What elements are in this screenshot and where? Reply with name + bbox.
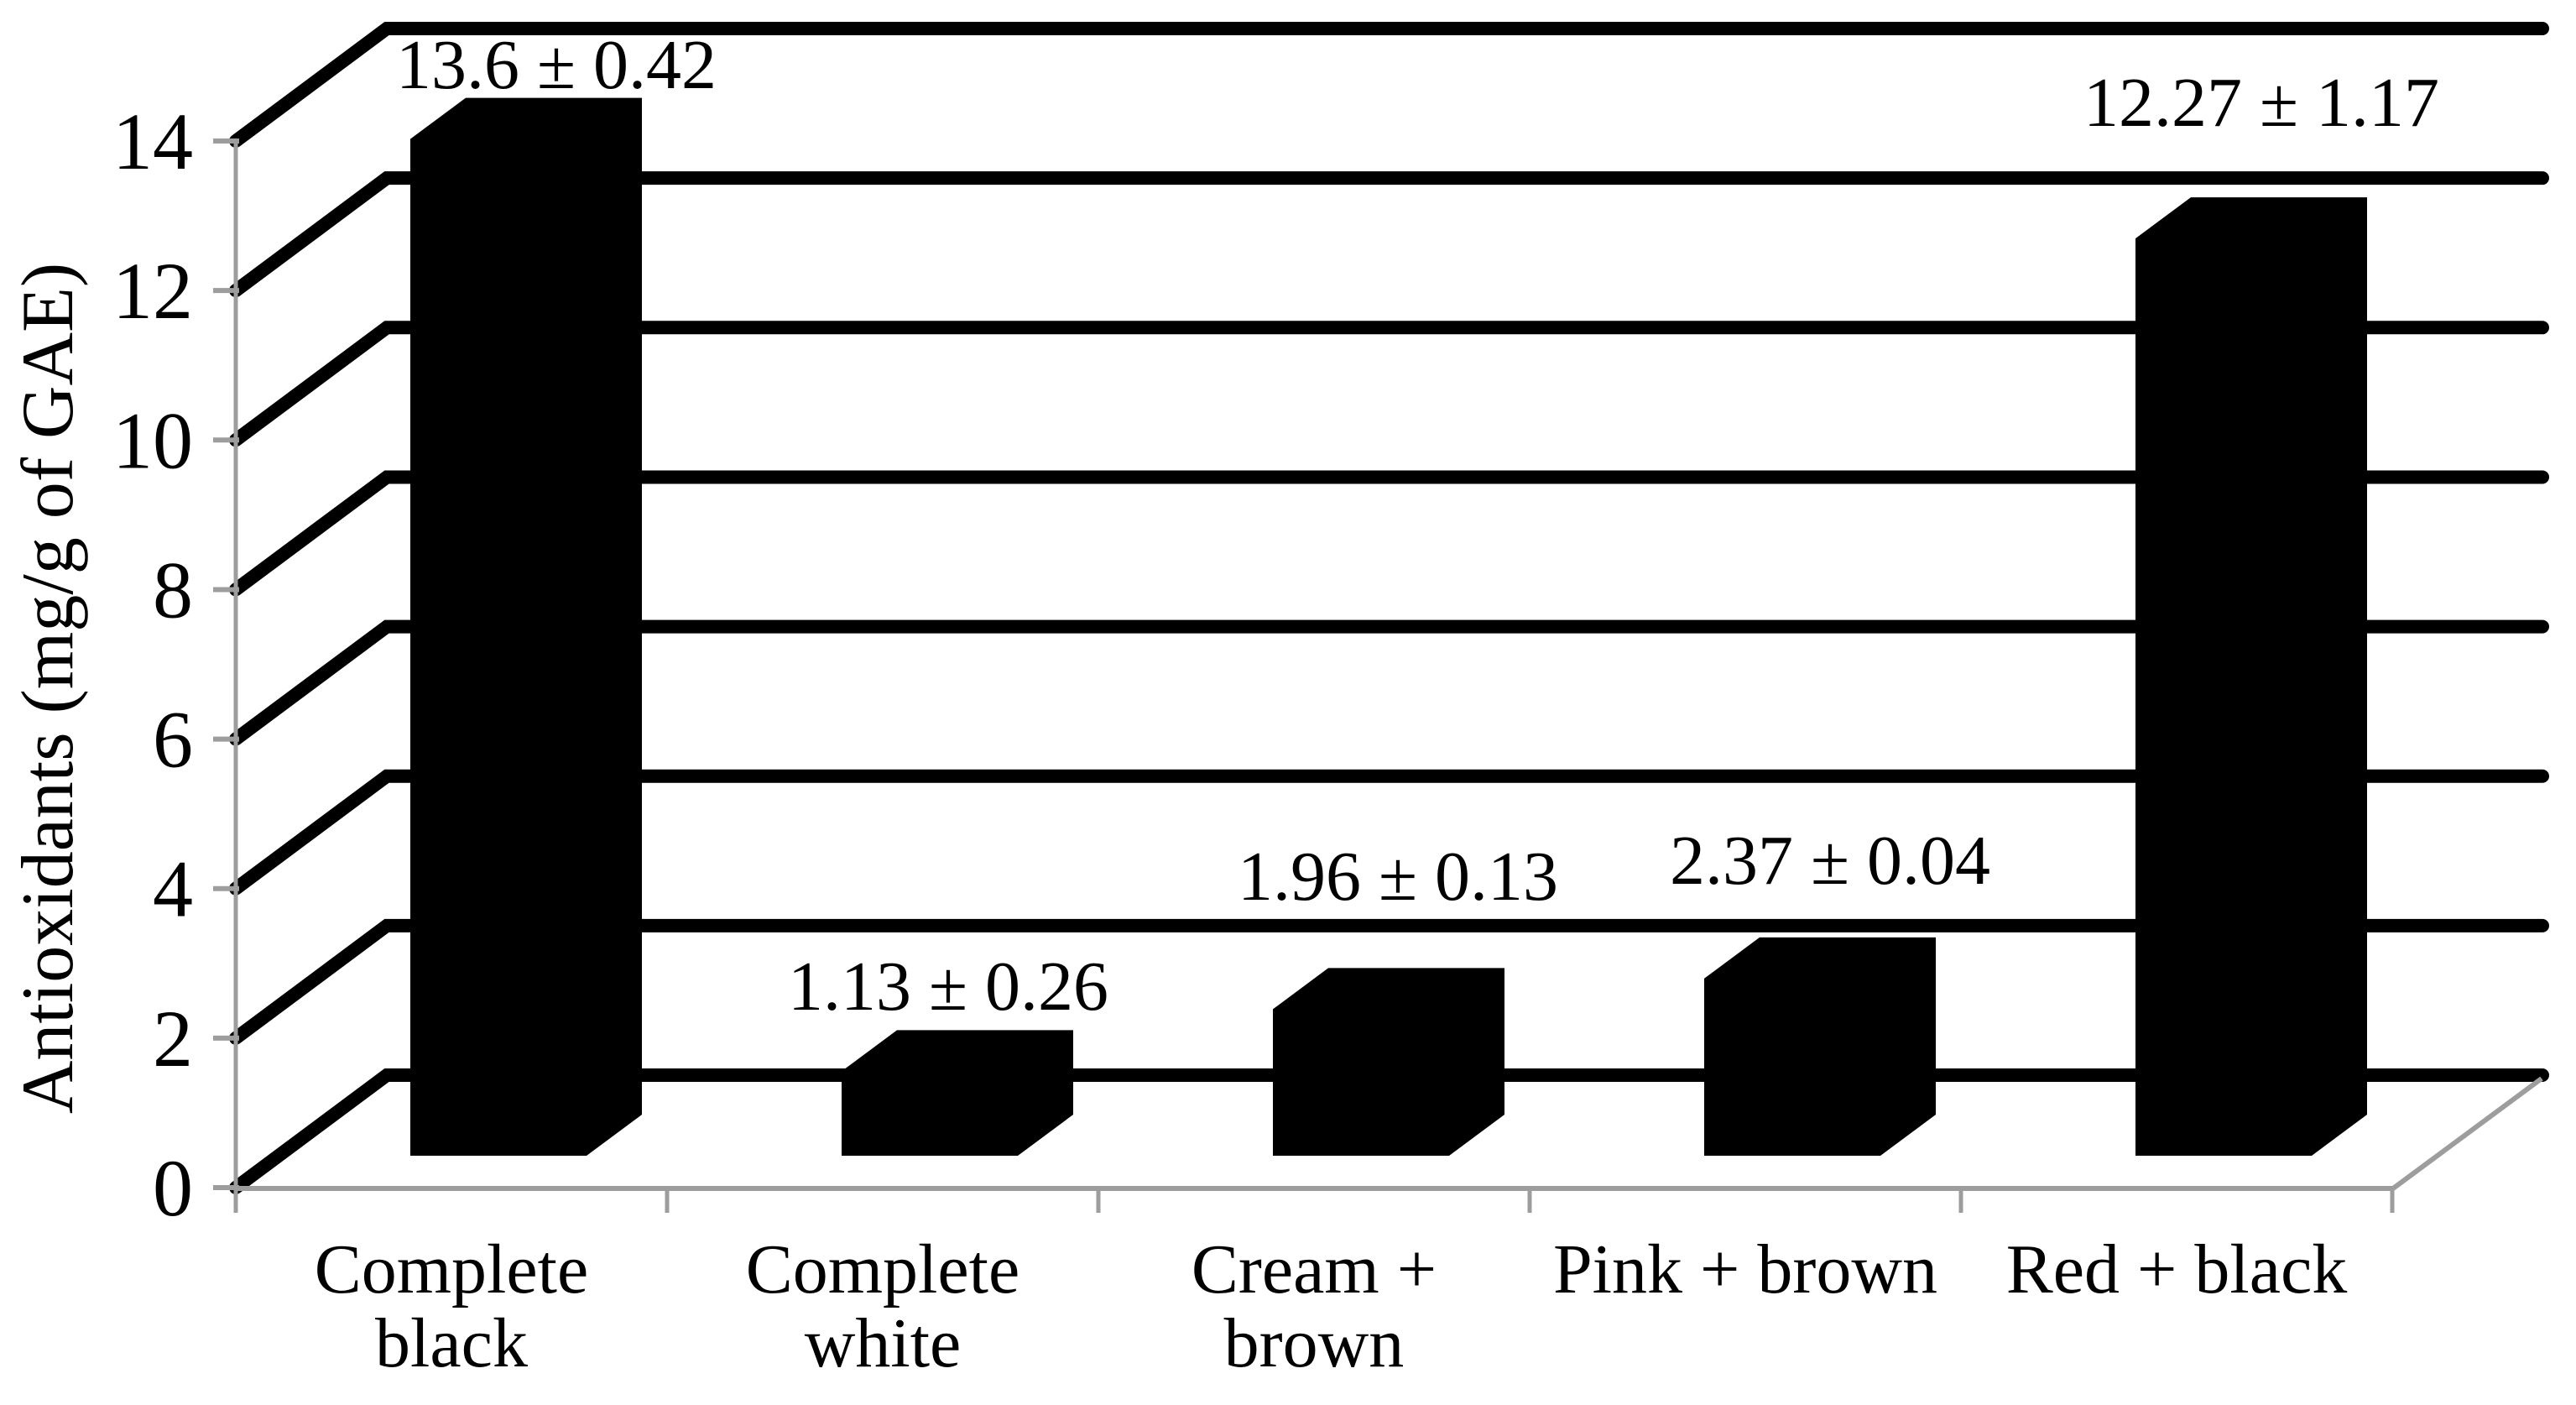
bar-value-label: 1.96 ± 0.13	[1238, 838, 1558, 916]
y-tick-label: 14	[112, 97, 193, 186]
gridline	[229, 769, 2549, 896]
category-label: black	[375, 1304, 528, 1382]
bar-value-label: 1.13 ± 0.26	[788, 948, 1108, 1026]
gridline	[229, 321, 2549, 447]
bar-3	[1273, 968, 1504, 1156]
bar-1	[410, 97, 642, 1157]
bar-5	[2135, 197, 2367, 1157]
category-label: white	[805, 1304, 962, 1382]
y-tick-label: 0	[153, 1143, 193, 1233]
y-tick-label: 6	[153, 695, 193, 785]
floor-right-edge	[2391, 1076, 2543, 1191]
category-label: Pink + brown	[1553, 1230, 1937, 1308]
category-label: Red + black	[2006, 1230, 2348, 1308]
y-tick-label: 2	[153, 994, 193, 1084]
bar-4	[1704, 937, 1936, 1156]
y-axis-title: Antioxidants (mg/g of GAE)	[8, 263, 89, 1114]
category-label: Complete	[315, 1230, 589, 1308]
bar-value-label: 13.6 ± 0.42	[396, 26, 717, 104]
gridline	[229, 918, 2549, 1045]
y-tick-label: 4	[153, 844, 193, 934]
y-tick-label: 10	[112, 395, 193, 485]
bar-2	[842, 1030, 1073, 1156]
gridline	[229, 171, 2549, 298]
category-label: Cream +	[1192, 1230, 1437, 1308]
category-label: brown	[1224, 1304, 1405, 1382]
gridline	[229, 22, 2549, 149]
bar-value-label: 2.37 ± 0.04	[1670, 822, 1990, 900]
y-tick-label: 12	[112, 246, 193, 336]
y-tick-label: 8	[153, 545, 193, 635]
bar-value-label: 12.27 ± 1.17	[2083, 64, 2439, 142]
gridline	[229, 470, 2549, 597]
gridline	[229, 619, 2549, 746]
category-label: Complete	[746, 1230, 1020, 1308]
